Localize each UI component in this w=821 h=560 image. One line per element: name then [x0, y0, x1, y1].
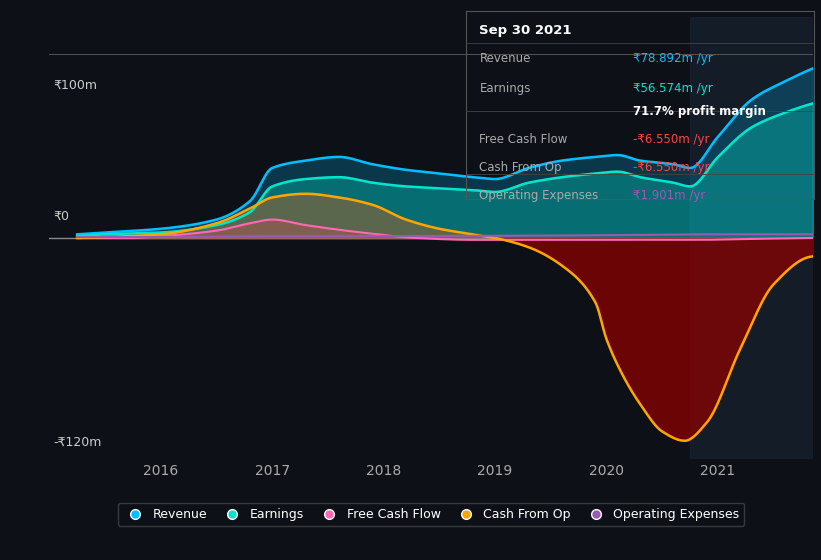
- Bar: [690, 17, 813, 459]
- Text: -₹6.550m /yr: -₹6.550m /yr: [633, 133, 709, 146]
- Text: ₹78.892m /yr: ₹78.892m /yr: [633, 53, 713, 66]
- Text: Earnings: Earnings: [479, 82, 531, 96]
- Text: -₹6.550m /yr: -₹6.550m /yr: [633, 161, 709, 174]
- Legend: Revenue, Earnings, Free Cash Flow, Cash From Op, Operating Expenses: Revenue, Earnings, Free Cash Flow, Cash …: [117, 503, 745, 526]
- Text: Cash From Op: Cash From Op: [479, 161, 562, 174]
- Text: Operating Expenses: Operating Expenses: [479, 189, 599, 202]
- Text: ₹56.574m /yr: ₹56.574m /yr: [633, 82, 713, 96]
- Text: 71.7% profit margin: 71.7% profit margin: [633, 105, 766, 118]
- Text: Sep 30 2021: Sep 30 2021: [479, 24, 572, 38]
- Text: ₹1.901m /yr: ₹1.901m /yr: [633, 189, 705, 202]
- Text: -₹120m: -₹120m: [53, 436, 102, 449]
- Text: ₹100m: ₹100m: [53, 79, 97, 92]
- Text: Free Cash Flow: Free Cash Flow: [479, 133, 568, 146]
- Text: Revenue: Revenue: [479, 53, 531, 66]
- Text: ₹0: ₹0: [53, 210, 69, 223]
